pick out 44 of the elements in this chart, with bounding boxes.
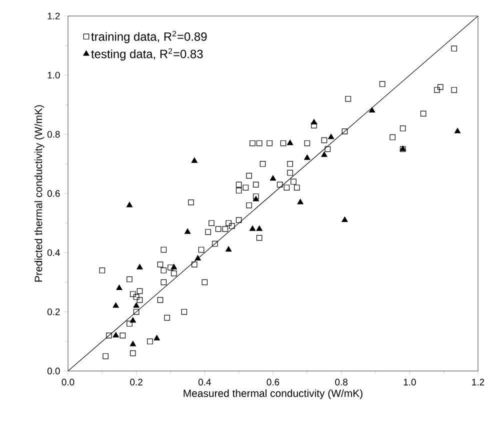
point: [256, 226, 262, 231]
point: [126, 202, 133, 208]
x-tick-label: 0.8: [335, 378, 348, 386]
y-tick-label: 1.0: [48, 72, 60, 79]
point: [310, 119, 318, 124]
point: [328, 134, 334, 140]
point: [116, 284, 122, 290]
y-tick-label: 0.4: [47, 249, 60, 256]
y-axis-title: Predicted thermal conductivity (W/mK): [34, 105, 44, 282]
legend-label: testing data, R$^{2}$=0.83: [91, 48, 203, 61]
point: [321, 152, 328, 157]
point: [304, 154, 310, 160]
y-tick-label: 0.8: [47, 130, 60, 138]
point: [297, 198, 304, 204]
point: [369, 107, 376, 113]
y-tick-label: 1.2: [48, 12, 60, 20]
x-axis-title: Measured thermal conductivity (W/mK): [184, 389, 362, 400]
point: [342, 216, 348, 222]
x-tick-label: 0.2: [130, 378, 142, 386]
x-tick-label: 1.0: [404, 378, 416, 386]
point: [112, 302, 119, 308]
point: [133, 302, 140, 308]
y-tick-label: 0.0: [47, 368, 60, 374]
x-tick-label: 0.0: [62, 378, 74, 386]
point: [270, 175, 276, 181]
x-tick-label: 1.2: [472, 378, 484, 386]
point: [170, 264, 177, 270]
x-tick-label: 0.4: [198, 378, 211, 386]
point: [112, 332, 119, 338]
point: [287, 140, 294, 146]
point: [184, 228, 191, 234]
point: [454, 128, 461, 134]
point: [130, 317, 136, 323]
point: [194, 255, 201, 260]
point: [191, 157, 198, 163]
point: [249, 226, 256, 231]
point: [136, 264, 143, 270]
point: [154, 334, 160, 340]
x-tick-label: 0.6: [266, 378, 280, 386]
legend-label: training data, R$^{2}$=0.89: [91, 30, 207, 44]
y-tick-label: 0.6: [47, 190, 60, 197]
y-tick-label: 0.2: [47, 308, 60, 316]
point: [130, 340, 136, 346]
point: [226, 246, 232, 252]
